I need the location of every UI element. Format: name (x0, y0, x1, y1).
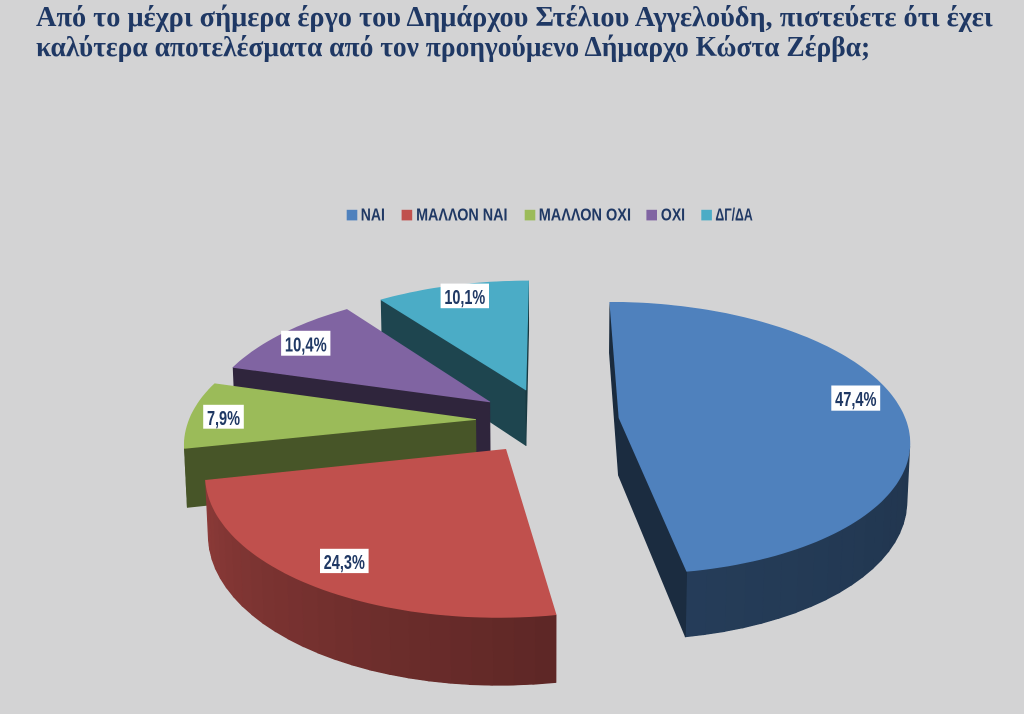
svg-text:ΟΧΙ: ΟΧΙ (661, 205, 685, 225)
svg-text:ΜΑΛΛΟΝ ΝΑΙ: ΜΑΛΛΟΝ ΝΑΙ (416, 205, 507, 225)
svg-text:ΜΑΛΛΟΝ ΟΧΙ: ΜΑΛΛΟΝ ΟΧΙ (539, 205, 631, 225)
svg-text:10,1%: 10,1% (444, 287, 485, 309)
svg-text:7,9%: 7,9% (207, 408, 240, 430)
svg-text:ΔΓ/ΔΑ: ΔΓ/ΔΑ (715, 205, 753, 225)
svg-text:24,3%: 24,3% (324, 552, 365, 574)
svg-text:10,4%: 10,4% (285, 334, 327, 356)
svg-text:47,4%: 47,4% (835, 389, 877, 411)
svg-text:ΝΑΙ: ΝΑΙ (361, 205, 385, 225)
